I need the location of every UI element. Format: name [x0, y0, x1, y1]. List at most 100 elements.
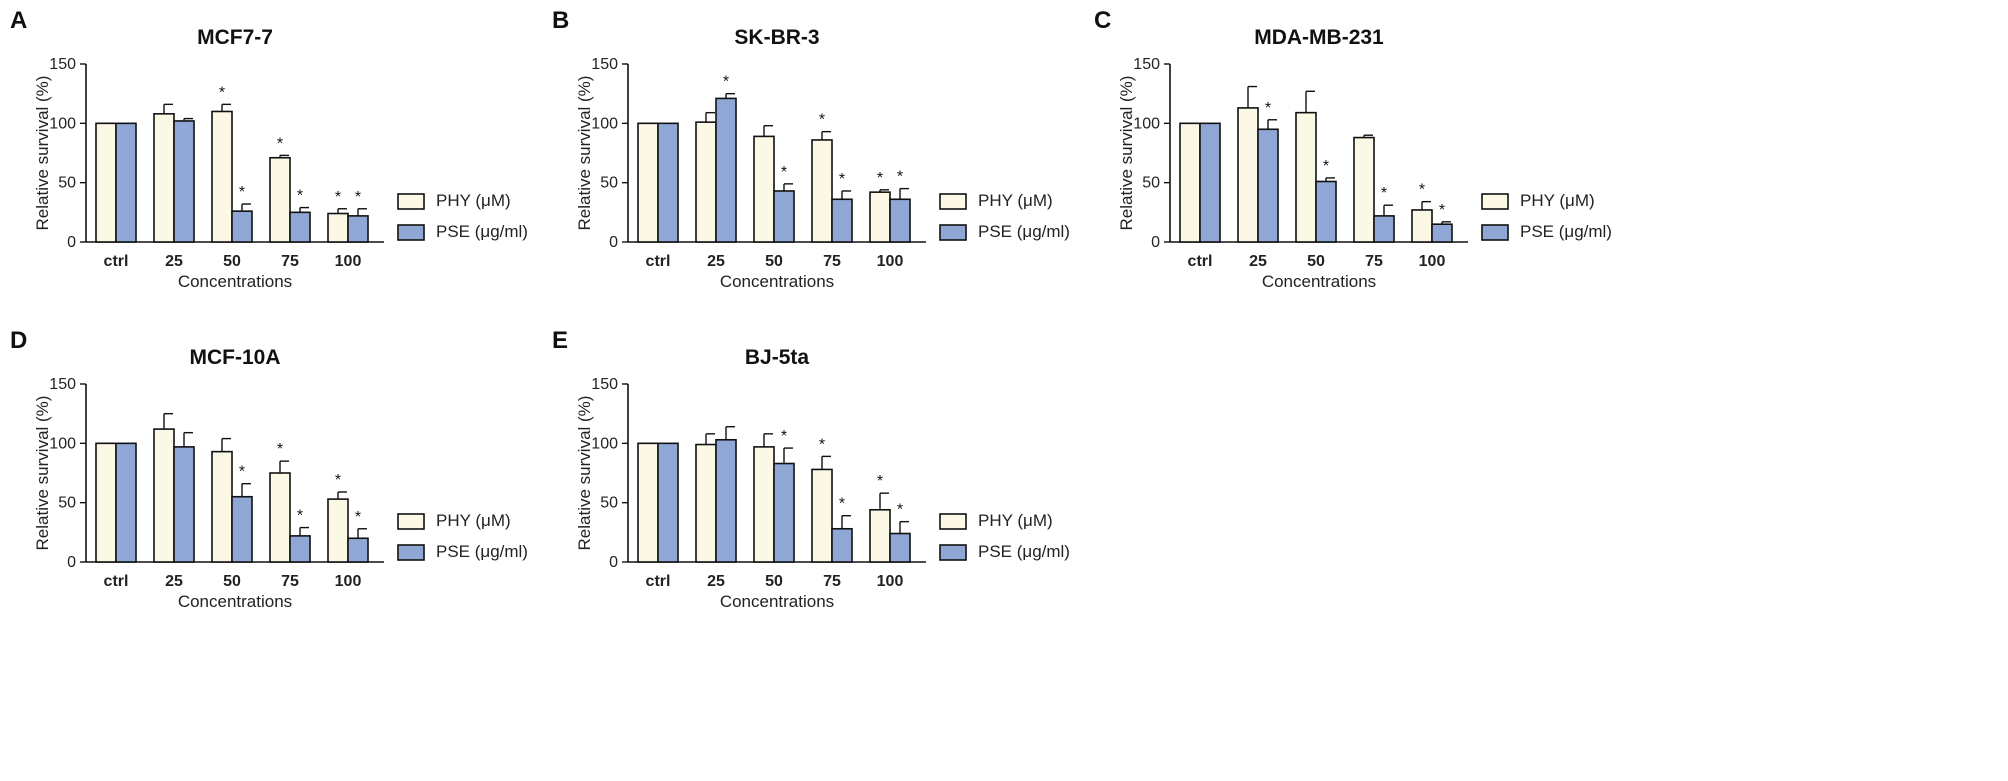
panel-c-bar-pse-75: [1373, 215, 1395, 243]
panel-b-chart: B SK-BR-3 0 50 100 150 Relative survival (%) ct…: [552, 7, 1070, 291]
panel-e-bar-phy-25: [695, 443, 717, 563]
panel-e-bar-phy-75: [811, 468, 833, 563]
panel-c-y-tick-label-0: 0: [1151, 234, 1160, 251]
panel-a-legend-label-phy: PHY (μM): [436, 191, 511, 210]
panel-d-x-tick-label-100: 100: [335, 573, 362, 590]
panel-d-significance-pse-100: *: [355, 509, 361, 526]
panel-b-legend-label-pse: PSE (μg/ml): [978, 222, 1070, 241]
panel-a-significance-pse-100: *: [355, 189, 361, 206]
panel-c-y-tick-label-150: 150: [1133, 56, 1160, 73]
panel-a-bar-pse-50: [231, 210, 253, 243]
panel-e-legend-swatch-pse: [939, 544, 967, 561]
panel-c-bar-phy-50: [1295, 111, 1317, 243]
panel-b-legend-swatch-pse: [939, 224, 967, 241]
panel-d-y-tick-label-0: 0: [67, 554, 76, 571]
panel-d-significance-pse-50: *: [239, 464, 245, 481]
panel-b-significance-phy-100: *: [877, 170, 883, 187]
panel-e-x-tick-label-75: 75: [823, 573, 841, 590]
panel-b-y-tick-label-100: 100: [591, 115, 618, 132]
panel-a-letter: A: [10, 7, 27, 34]
panel-b-y-tick-label-150: 150: [591, 56, 618, 73]
panel-d-x-axis-label: Concentrations: [178, 592, 292, 611]
panel-c-x-tick-label-75: 75: [1365, 253, 1383, 270]
panel-a-bar-phy-100: [327, 212, 349, 243]
panel-d-bar-pse-ctrl: [115, 442, 137, 563]
panel-d-x-tick-label-ctrl: ctrl: [104, 573, 129, 590]
panel-a-y-tick-label-100: 100: [49, 115, 76, 132]
panel-c-legend-swatch-phy: [1481, 193, 1509, 210]
panel-c-y-tick-label-50: 50: [1142, 175, 1160, 192]
panel-b-significance-pse-25: *: [723, 74, 729, 91]
panel-a-y-tick-label-150: 150: [49, 56, 76, 73]
panel-b-significance-pse-50: *: [781, 164, 787, 181]
panel-d-bar-phy-ctrl: [95, 442, 117, 563]
panel-e-bar-pse-25: [715, 438, 737, 563]
panel-b-y-axis-label: Relative survival (%): [575, 76, 594, 231]
panel-b-bar-phy-75: [811, 139, 833, 243]
panel-a-significance-pse-50: *: [239, 184, 245, 201]
panel-c-bar-phy-25: [1237, 107, 1259, 243]
panel-b-y-tick-label-50: 50: [600, 175, 618, 192]
panel-d-bar-pse-75: [289, 535, 311, 563]
panel-d-significance-phy-100: *: [335, 472, 341, 489]
panel-a-bar-phy-ctrl: [95, 122, 117, 243]
panel-e-x-tick-label-100: 100: [877, 573, 904, 590]
panel-b-bar-pse-50: [773, 190, 795, 243]
panel-b-bar-phy-25: [695, 121, 717, 243]
panel-b-legend-label-phy: PHY (μM): [978, 191, 1053, 210]
panel-c-legend-label-phy: PHY (μM): [1520, 191, 1595, 210]
panel-c-x-axis-label: Concentrations: [1262, 272, 1376, 291]
panel-a-bar-phy-50: [211, 110, 233, 243]
panel-c-title: MDA-MB-231: [1254, 26, 1384, 49]
panel-a-x-tick-label-ctrl: ctrl: [104, 253, 129, 270]
panel-b-x-tick-label-25: 25: [707, 253, 725, 270]
panel-e-y-tick-label-150: 150: [591, 376, 618, 393]
panel-b-bar-pse-75: [831, 198, 853, 243]
panel-e-bar-pse-50: [773, 462, 795, 563]
panel-a-y-axis-label: Relative survival (%): [33, 76, 52, 231]
panel-d-x-tick-label-75: 75: [281, 573, 299, 590]
panel-e-legend-swatch-phy: [939, 513, 967, 530]
panel-e-y-tick-label-50: 50: [600, 495, 618, 512]
panel-d-bar-phy-25: [153, 428, 175, 563]
panel-c-bar-phy-100: [1411, 209, 1433, 243]
panel-e-y-tick-label-0: 0: [609, 554, 618, 571]
panel-d-legend-label-phy: PHY (μM): [436, 511, 511, 530]
panel-d-legend-label-pse: PSE (μg/ml): [436, 542, 528, 561]
panel-c-significance-pse-100: *: [1439, 202, 1445, 219]
panel-d-bar-pse-50: [231, 495, 253, 563]
panel-a-significance-phy-50: *: [219, 84, 225, 101]
panel-d-legend-swatch-pse: [397, 544, 425, 561]
panel-c-y-axis-label: Relative survival (%): [1117, 76, 1136, 231]
panel-a-title: MCF7-7: [197, 26, 273, 49]
panel-a-bar-phy-75: [269, 156, 291, 243]
panel-d-chart: D MCF-10A 0 50 100 150 Relative survival (%) ct…: [10, 327, 528, 611]
panel-c-significance-pse-50: *: [1323, 158, 1329, 175]
panel-b-bar-phy-50: [753, 135, 775, 243]
panel-d-bar-phy-100: [327, 498, 349, 563]
panel-b-x-tick-label-ctrl: ctrl: [646, 253, 671, 270]
panel-d-bar-phy-75: [269, 472, 291, 563]
panel-d-x-tick-label-50: 50: [223, 573, 241, 590]
panel-d-bar-pse-25: [173, 446, 195, 563]
panel-a-x-tick-label-50: 50: [223, 253, 241, 270]
panel-a-bar-pse-25: [173, 120, 195, 243]
panel-a-bar-pse-ctrl: [115, 122, 137, 243]
panel-c-significance-pse-25: *: [1265, 100, 1271, 117]
panel-e-bar-phy-50: [753, 446, 775, 563]
panel-c-x-tick-label-ctrl: ctrl: [1188, 253, 1213, 270]
panel-c-significance-phy-100: *: [1419, 182, 1425, 199]
panel-a-significance-phy-75: *: [277, 135, 283, 152]
panel-a-x-tick-label-75: 75: [281, 253, 299, 270]
panel-a-legend-label-pse: PSE (μg/ml): [436, 222, 528, 241]
panel-a-x-tick-label-25: 25: [165, 253, 183, 270]
panel-d-y-tick-label-100: 100: [49, 435, 76, 452]
panel-b-x-tick-label-100: 100: [877, 253, 904, 270]
panel-e-title: BJ-5ta: [745, 346, 810, 369]
panel-a-y-tick-label-0: 0: [67, 234, 76, 251]
panel-b-letter: B: [552, 7, 569, 34]
panel-e-chart: E BJ-5ta 0 50 100 150 Relative survival (%) ctr…: [552, 327, 1070, 611]
panel-e-y-axis-label: Relative survival (%): [575, 396, 594, 551]
panel-b-x-axis-label: Concentrations: [720, 272, 834, 291]
panel-e-x-axis-label: Concentrations: [720, 592, 834, 611]
